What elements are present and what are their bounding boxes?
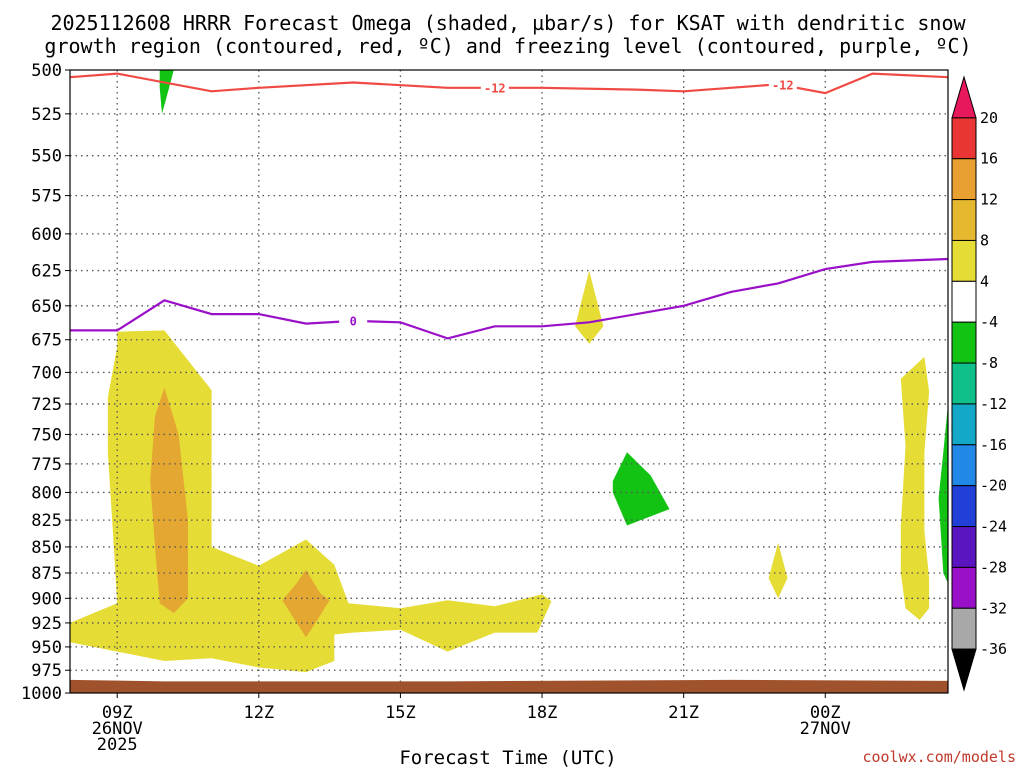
colorbar-arrow-bottom	[951, 648, 977, 692]
colorbar-label-11: -28	[980, 558, 1007, 576]
freezing-level-0-label-bg-0	[339, 313, 368, 328]
colorbar-segment-13	[951, 607, 977, 650]
credit-link[interactable]: coolwx.com/models	[862, 748, 1016, 766]
y-tick-label-825: 825	[31, 511, 62, 531]
colorbar-segment-2	[951, 158, 977, 201]
y-tick-label-975: 975	[31, 661, 62, 681]
colorbar-label-9: -20	[980, 477, 1007, 495]
colorbar-segment-11	[951, 526, 977, 568]
colorbar-label-5: -4	[980, 313, 998, 331]
colorbar-label-0: 20	[980, 109, 998, 127]
plot-frame	[69, 69, 949, 694]
y-tick-label-1000: 1000	[21, 684, 62, 704]
dendritic-minus12-label-1: -12	[772, 79, 794, 93]
y-tick-label-600: 600	[31, 225, 62, 245]
x-tick-label-18-0: 18Z	[527, 703, 558, 723]
colorbar-segment-1	[951, 117, 977, 160]
colorbar-label-3: 8	[980, 231, 989, 249]
omega-pos4-01z	[900, 356, 930, 620]
x-tick-label-9-0: 09Z	[102, 703, 133, 723]
x-tick-label-9-1: 26NOV	[92, 719, 143, 739]
colorbar-segment-10	[951, 485, 977, 528]
omega-pos8-column	[150, 387, 188, 614]
y-tick-label-700: 700	[31, 363, 62, 383]
freezing-level-0-label-0: 0	[350, 314, 357, 328]
omega-pos4-19z	[575, 270, 604, 344]
x-tick-label-12-0: 12Z	[243, 703, 274, 723]
y-tick-label-625: 625	[31, 262, 62, 282]
dendritic-minus12-label-bg-0	[480, 80, 509, 95]
omega-pos4-lower	[70, 330, 552, 673]
colorbar-segment-8	[951, 403, 977, 446]
x-tick-label-21-0: 21Z	[668, 703, 699, 723]
y-tick-label-925: 925	[31, 614, 62, 634]
y-tick-label-550: 550	[31, 147, 62, 167]
y-tick-label-900: 900	[31, 589, 62, 609]
colorbar-segment-9	[951, 444, 977, 487]
y-tick-label-575: 575	[31, 187, 62, 207]
colorbar-segment-6	[951, 321, 977, 364]
freezing-level-0-line	[70, 257, 949, 340]
omega-neg4-top	[159, 70, 174, 114]
y-tick-label-950: 950	[31, 638, 62, 658]
omega-neg4-edge	[938, 404, 948, 584]
surface-ground	[70, 679, 948, 693]
y-tick-label-850: 850	[31, 538, 62, 558]
y-tick-label-725: 725	[31, 395, 62, 415]
y-tick-label-775: 775	[31, 455, 62, 475]
colorbar-label-4: 4	[980, 272, 989, 290]
y-tick-label-750: 750	[31, 425, 62, 445]
x-tick-label-9-2: 2025	[97, 735, 138, 755]
x-tick-label-15-0: 15Z	[385, 703, 416, 723]
colorbar-label-8: -16	[980, 436, 1007, 454]
omega-neg4-1930z	[612, 452, 670, 526]
chart-title-line1: 2025112608 HRRR Forecast Omega (shaded, …	[50, 11, 966, 35]
plot-area: -12 -12 0 500 525 550 575 600 625 650 675 700 725 750…	[21, 61, 949, 755]
colorbar: 20 16 12 8 4 -4 -8 -12 -16 -20 -24 -28 -32 -36	[951, 75, 1007, 692]
colorbar-segment-7	[951, 362, 977, 405]
x-axis-label: Forecast Time (UTC)	[399, 747, 616, 768]
colorbar-segment-3	[951, 199, 977, 241]
y-tick-label-875: 875	[31, 564, 62, 584]
colorbar-label-2: 12	[980, 191, 998, 209]
x-tick-label-24-0: 00Z	[810, 703, 841, 723]
omega-pos4-2330z	[768, 542, 788, 599]
dendritic-minus12-label-bg-1	[768, 78, 797, 93]
dendritic-minus12-label-0: -12	[484, 81, 506, 95]
colorbar-label-10: -24	[980, 518, 1007, 536]
colorbar-label-6: -8	[980, 354, 998, 372]
chart-title-line2: growth region (contoured, red, ºC) and f…	[44, 34, 971, 58]
colorbar-label-12: -32	[980, 599, 1007, 617]
colorbar-segment-12	[951, 566, 977, 609]
y-tick-label-525: 525	[31, 105, 62, 125]
y-tick-label-675: 675	[31, 331, 62, 351]
colorbar-label-7: -12	[980, 395, 1007, 413]
omega-pos8-blob	[282, 569, 330, 638]
dendritic-minus12-line	[69, 72, 949, 95]
colorbar-arrow-top	[951, 75, 977, 119]
y-tick-label-650: 650	[31, 297, 62, 317]
colorbar-label-13: -36	[980, 640, 1007, 658]
y-tick-label-500: 500	[31, 61, 62, 81]
colorbar-segment-5	[951, 280, 977, 323]
y-tick-label-800: 800	[31, 483, 62, 503]
colorbar-label-1: 16	[980, 150, 998, 168]
colorbar-segment-4	[951, 239, 977, 282]
x-tick-label-24-1: 27NOV	[800, 719, 851, 739]
